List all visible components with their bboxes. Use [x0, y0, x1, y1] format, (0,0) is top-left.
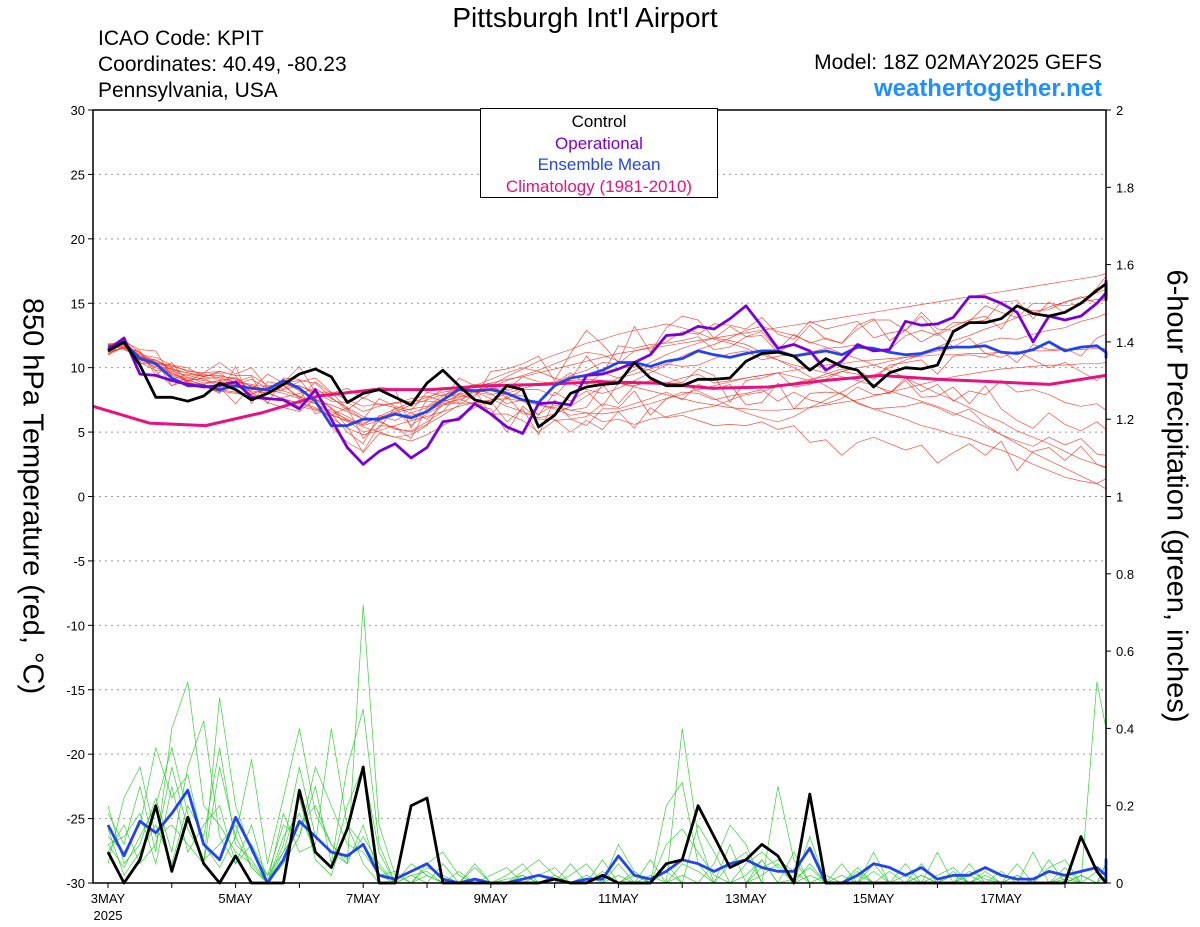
- precip-member-line: [107, 535, 1107, 884]
- ensemble-mean-precip-line: [106, 788, 1108, 885]
- main-series: [92, 280, 1108, 885]
- x-tick-label: 13MAY: [725, 891, 767, 906]
- x-year-label: 2025: [94, 908, 123, 923]
- y-tick-label-left: -20: [66, 747, 85, 762]
- y-tick-label-right: 1.4: [1116, 335, 1134, 350]
- ensemble-mean-temp-line: [107, 340, 1108, 427]
- y-tick-label-left: 10: [71, 361, 85, 376]
- control-temp-line: [107, 282, 1108, 429]
- y-tick-label-right: 1.8: [1116, 180, 1134, 195]
- y-tick-label-right: 0.2: [1116, 799, 1134, 814]
- legend-ensemble-mean: Ensemble Mean: [537, 155, 661, 174]
- coordinates: Coordinates: 40.49, -80.23: [98, 53, 347, 76]
- precip-member-line: [107, 747, 1107, 884]
- y-tick-label-right: 2: [1116, 103, 1123, 118]
- temp-member-line: [107, 323, 1107, 509]
- x-tick-label: 17MAY: [980, 891, 1022, 906]
- y-tick-label-left: -15: [66, 683, 85, 698]
- y-tick-label-left: -25: [66, 812, 85, 827]
- temp-member-line: [107, 345, 1107, 440]
- temp-member-line: [107, 326, 1107, 469]
- y-tick-label-right: 0.6: [1116, 644, 1134, 659]
- y-tick-label-left: -5: [73, 554, 85, 569]
- y-tick-label-left: -30: [66, 876, 85, 891]
- y-axis-label-right: 6-hour Precipitation (green, inches): [1160, 269, 1193, 723]
- precipitation-members: [107, 535, 1107, 885]
- temp-member-line: [107, 346, 1107, 460]
- chart-title: Pittsburgh Int'l Airport: [452, 2, 718, 33]
- legend: Control Operational Ensemble Mean Climat…: [480, 108, 718, 198]
- x-tick-label: 7MAY: [346, 891, 381, 906]
- y-tick-label-right: 0: [1116, 876, 1123, 891]
- x-tick-label: 15MAY: [853, 891, 895, 906]
- y-tick-label-right: 1.6: [1116, 258, 1134, 273]
- x-tick-label: 5MAY: [218, 891, 253, 906]
- y-tick-label-right: 1: [1116, 490, 1123, 505]
- y-tick-label-right: 1.2: [1116, 412, 1134, 427]
- precip-member-line: [107, 604, 1107, 884]
- legend-operational: Operational: [555, 133, 643, 153]
- legend-climatology: Climatology (1981-2010): [505, 176, 693, 196]
- grid-lines: [93, 173, 1106, 820]
- temp-member-line: [107, 341, 1107, 445]
- y-axis-label-left: 850 hPa Temperature (red, °C): [16, 297, 49, 695]
- site-link[interactable]: weathertogether.net: [873, 75, 1102, 102]
- region: Pennsylvania, USA: [98, 79, 278, 102]
- y-tick-label-left: 30: [71, 103, 85, 118]
- y-tick-label-left: 25: [71, 167, 85, 182]
- operational-temp-line: [107, 280, 1108, 466]
- y-tick-label-left: -10: [66, 618, 85, 633]
- x-tick-label: 3MAY: [91, 891, 126, 906]
- legend-control: Control: [571, 112, 627, 131]
- x-tick-label: 9MAY: [474, 891, 509, 906]
- x-tick-label: 11MAY: [598, 891, 639, 906]
- model-run: Model: 18Z 02MAY2025 GEFS: [814, 51, 1102, 74]
- temp-member-line: [107, 337, 1107, 484]
- y-tick-label-left: 20: [71, 232, 85, 247]
- axes: 302520151050-5-10-15-20-25-3021.81.61.41…: [66, 103, 1134, 923]
- climatology-line: [92, 373, 1107, 428]
- y-tick-label-left: 15: [71, 296, 85, 311]
- y-tick-label-right: 0.8: [1116, 567, 1134, 582]
- icao-code: ICAO Code: KPIT: [98, 27, 264, 50]
- control-precip-line: [106, 765, 1108, 885]
- y-tick-label-left: 0: [78, 490, 85, 505]
- temp-member-line: [107, 342, 1107, 472]
- y-tick-label-left: 5: [78, 425, 85, 440]
- y-tick-label-right: 0.4: [1116, 721, 1134, 736]
